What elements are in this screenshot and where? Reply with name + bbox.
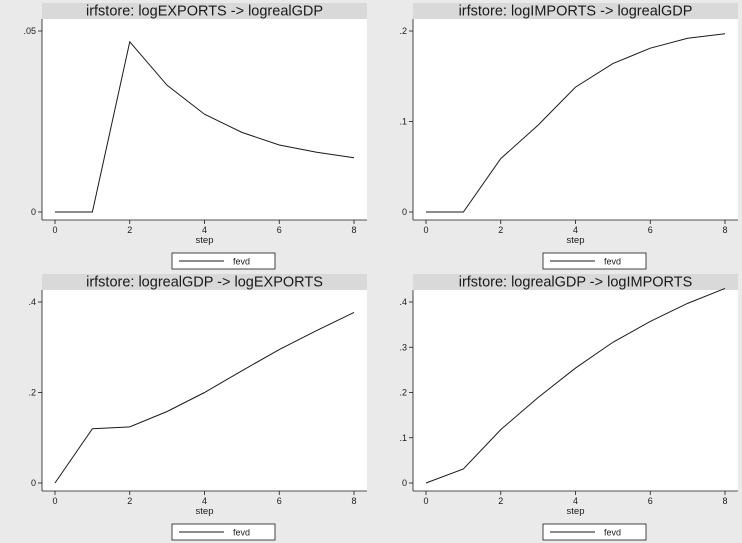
chart-3-series-line-1 — [54, 311, 355, 484]
chart-4-x-tick-label: 0 — [423, 496, 428, 506]
chart-4-y-tick-label: .2 — [399, 388, 407, 398]
chart-4-plot-area — [413, 290, 738, 491]
chart-1-series-line-1 — [55, 40, 355, 213]
chart-3-y-tick-label: .4 — [28, 297, 36, 307]
chart-1-legend-label: fevd — [233, 257, 250, 267]
chart-2-x-tick-label: 6 — [648, 225, 653, 235]
chart-2-series-line-1 — [426, 33, 726, 213]
chart-2-x-tick-label: 0 — [423, 225, 428, 235]
chart-4-y-tick-label: .3 — [399, 342, 407, 352]
chart-1-x-tick-label: 0 — [52, 225, 57, 235]
chart-3-x-tick-label: 8 — [351, 496, 356, 506]
chart-4-x-tick-label: 6 — [648, 496, 653, 506]
chart-1-x-tick-label: 2 — [127, 225, 132, 235]
chart-2-y-tick-label: .1 — [399, 117, 407, 127]
chart-4-x-tick-label: 2 — [498, 496, 503, 506]
chart-4-x-axis-label: step — [567, 506, 585, 517]
chart-svg-1: irfstore: logEXPORTS -> logrealGDP 0 .05 0 2… — [23, 3, 367, 270]
chart-2-y-tick-label: .2 — [399, 26, 407, 36]
chart-4-x-tick-label: 8 — [722, 496, 727, 506]
chart-3-y-tick-label: .2 — [28, 388, 36, 398]
chart-4-legend-label: fevd — [604, 528, 621, 538]
chart-2-x-axis-label: step — [567, 235, 585, 246]
chart-3-x-tick-label: 0 — [52, 496, 57, 506]
chart-1-x-tick-label: 6 — [277, 225, 282, 235]
chart-1-title-bar — [42, 3, 367, 19]
chart-1-x-tick-label: 8 — [351, 225, 356, 235]
chart-2-legend-label: fevd — [604, 257, 621, 267]
chart-panel-3: irfstore: logrealGDP -> logEXPORTS 0 .2 .4 0… — [0, 271, 371, 542]
chart-1-x-axis-label: step — [196, 235, 214, 246]
chart-4-x-tick-label: 4 — [573, 496, 578, 506]
chart-2-x-tick-label: 2 — [498, 225, 503, 235]
chart-svg-2: irfstore: logIMPORTS -> logrealGDP 0 .1 .2 0… — [399, 3, 738, 270]
chart-4-y-tick-label: .4 — [399, 297, 407, 307]
chart-3-legend-label: fevd — [233, 528, 250, 538]
chart-4-title-bar — [413, 274, 738, 290]
chart-3-y-tick-label: 0 — [31, 478, 36, 488]
chart-3-x-axis-label: step — [196, 506, 214, 517]
chart-panel-1: irfstore: logEXPORTS -> logrealGDP 0 .05 0 2… — [0, 0, 371, 271]
chart-3-plot-area — [42, 290, 367, 491]
chart-4-series-line-1 — [425, 287, 726, 484]
chart-2-x-tick-label: 8 — [722, 225, 727, 235]
chart-2-title: irfstore: logIMPORTS -> logrealGDP — [459, 4, 693, 20]
chart-4-y-tick-label: .1 — [399, 433, 407, 443]
chart-1-title: irfstore: logEXPORTS -> logrealGDP — [86, 4, 323, 20]
chart-3-x-tick-label: 6 — [277, 496, 282, 506]
chart-2-title-bar — [413, 3, 738, 19]
chart-4-title: irfstore: logrealGDP -> logIMPORTS — [459, 275, 693, 291]
chart-1-y-tick-label: .05 — [23, 26, 36, 36]
chart-svg-4: irfstore: logrealGDP -> logIMPORTS 0 .1 .2.… — [399, 274, 738, 541]
chart-1-plot-area — [42, 19, 367, 220]
chart-3-x-tick-label: 2 — [127, 496, 132, 506]
chart-3-title: irfstore: logrealGDP -> logEXPORTS — [86, 275, 323, 291]
chart-4-y-tick-label: 0 — [402, 478, 407, 488]
chart-2-y-tick-label: 0 — [402, 207, 407, 217]
chart-2-x-tick-label: 4 — [573, 225, 578, 235]
chart-3-title-bar — [42, 274, 367, 290]
chart-2-plot-area — [413, 19, 738, 220]
chart-1-y-tick-label: 0 — [31, 207, 36, 217]
chart-svg-3: irfstore: logrealGDP -> logEXPORTS 0 .2 .4 0… — [28, 274, 367, 541]
chart-panel-4: irfstore: logrealGDP -> logIMPORTS 0 .1 .2.… — [371, 271, 742, 542]
chart-panel-2: irfstore: logIMPORTS -> logrealGDP 0 .1 .2 0… — [371, 0, 742, 271]
chart-3-x-tick-label: 4 — [202, 496, 207, 506]
chart-1-x-tick-label: 4 — [202, 225, 207, 235]
